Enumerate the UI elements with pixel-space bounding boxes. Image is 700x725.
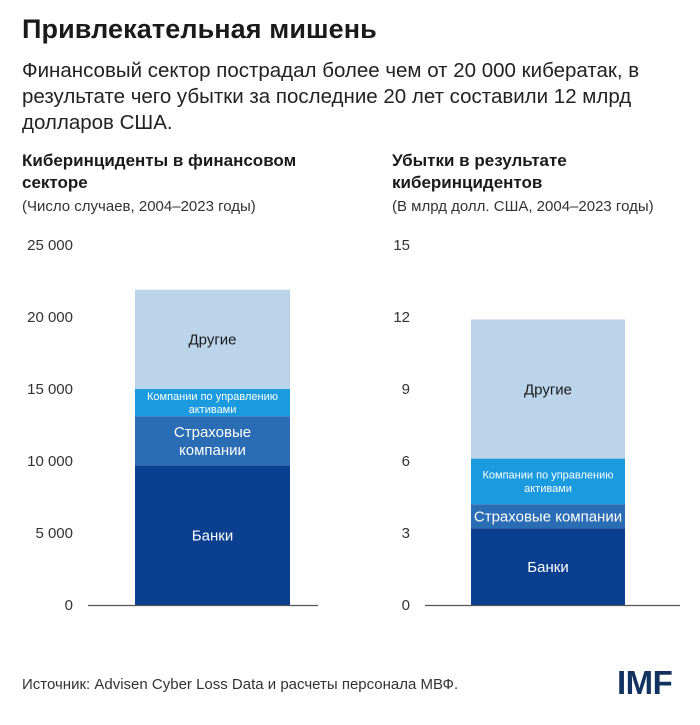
chart-title: Привлекательная мишень: [22, 14, 377, 44]
right-chart-subtitle: (В млрд долл. США, 2004–2023 годы): [392, 198, 654, 215]
segment-label: Страховые компании: [474, 508, 622, 525]
segment-label: Компании по управлению: [147, 391, 278, 403]
source-note: Источник: Advisen Cyber Loss Data и расч…: [22, 676, 459, 693]
segment-label: Страховые: [174, 424, 251, 441]
imf-logo: IMF: [617, 664, 673, 701]
left-chart-subtitle: (Число случаев, 2004–2023 годы): [22, 198, 256, 215]
y-tick-label: 6: [402, 453, 410, 470]
y-tick-label: 25 000: [27, 237, 73, 254]
bar-segment: [135, 289, 290, 389]
left-chart-title: Киберинциденты в финансовом секторе: [22, 151, 297, 192]
bar-segment: [135, 465, 290, 605]
segment-label: Другие: [188, 332, 236, 349]
chart-subtitle: Финансовый сектор пострадал более чем от…: [22, 59, 640, 134]
bar-segment: [135, 416, 290, 466]
segment-label: активами: [189, 404, 237, 416]
bar-segment: [471, 528, 625, 605]
y-tick-label: 5 000: [35, 525, 73, 542]
y-tick-label: 10 000: [27, 453, 73, 470]
bar-segment: [135, 389, 290, 417]
bar-segment: [471, 319, 625, 459]
bar-segment: [471, 458, 625, 505]
right-chart-title: Убытки в результате киберинцидентов: [392, 151, 567, 192]
y-tick-label: 3: [402, 525, 410, 542]
bar-segment: [471, 504, 625, 529]
segment-label: Банки: [527, 559, 568, 576]
y-tick-label: 12: [393, 309, 410, 326]
y-tick-label: 20 000: [27, 309, 73, 326]
y-tick-label: 9: [402, 381, 410, 398]
segment-label: Другие: [524, 381, 572, 398]
y-tick-label: 15: [393, 237, 410, 254]
segment-label: Банки: [192, 527, 233, 544]
segment-label: Компании по управлению: [482, 470, 613, 482]
y-tick-label: 0: [402, 597, 410, 614]
segment-label: активами: [524, 483, 572, 495]
segment-label: компании: [179, 442, 246, 459]
y-tick-label: 0: [65, 597, 73, 614]
y-tick-label: 15 000: [27, 381, 73, 398]
